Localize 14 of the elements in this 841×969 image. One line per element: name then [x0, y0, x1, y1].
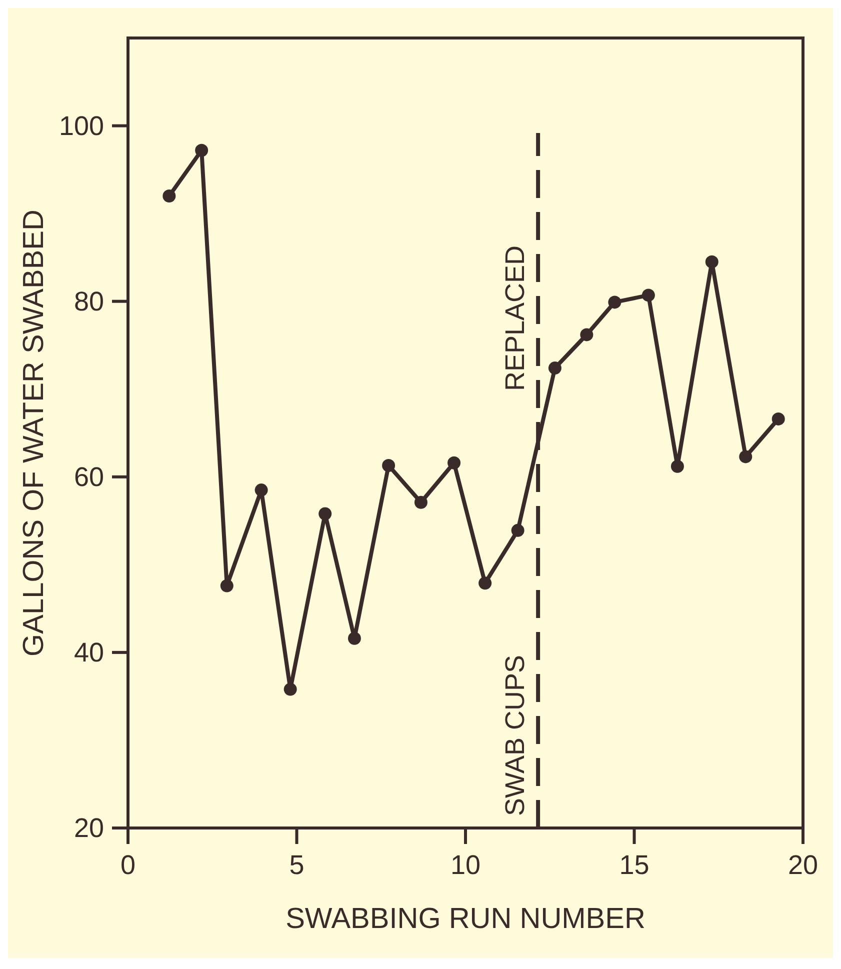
y-tick-label: 80 — [74, 286, 104, 316]
y-tick-label: 20 — [74, 813, 104, 843]
annotation: REPLACED — [500, 245, 530, 391]
x-tick-label: 10 — [450, 850, 481, 880]
x-axis-title: SWABBING RUN NUMBER — [286, 903, 646, 935]
x-tick-label: 20 — [788, 850, 818, 880]
y-tick-label: 100 — [58, 110, 104, 141]
x-tick-label: 5 — [289, 850, 304, 880]
annotation: SWAB CUPS — [500, 654, 530, 816]
x-tick-label: 15 — [619, 850, 650, 880]
y-axis-title: GALLONS OF WATER SWABBED — [18, 210, 50, 656]
x-tick-label: 0 — [120, 850, 136, 880]
y-tick-label: 40 — [74, 637, 104, 668]
y-tick-label: 60 — [74, 462, 104, 492]
